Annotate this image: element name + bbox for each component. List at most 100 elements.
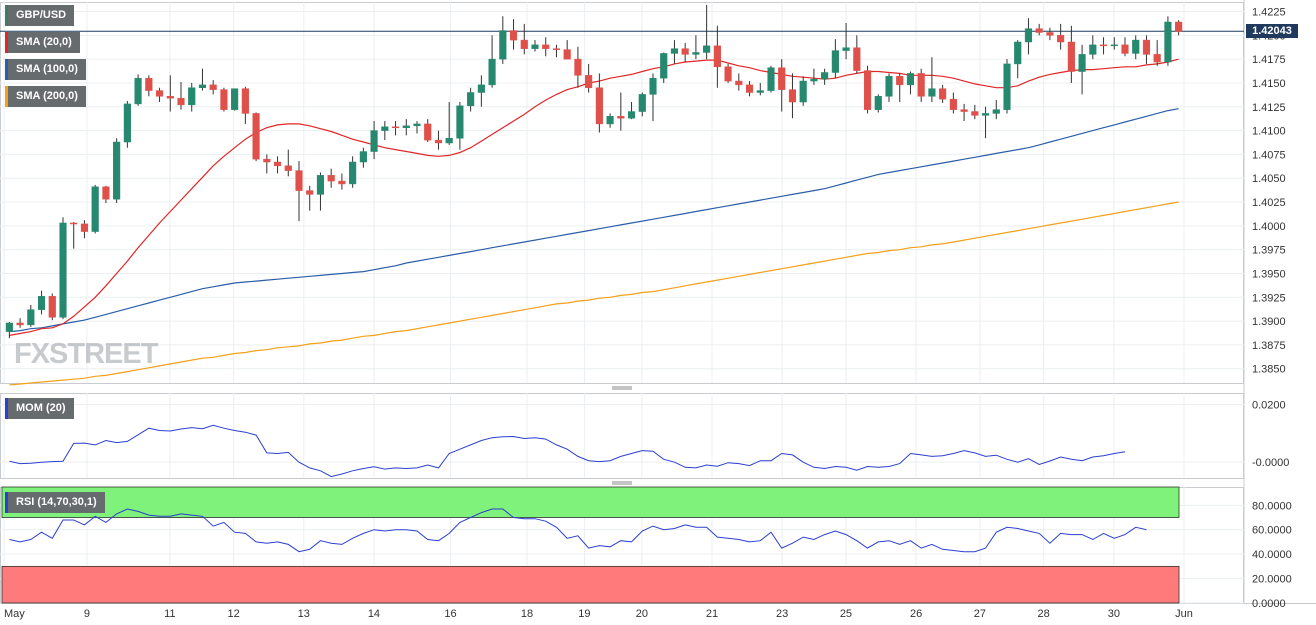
price-tick-label: 1.3900 [1252, 316, 1286, 328]
candles [5, 4, 1183, 339]
candle-body [713, 45, 721, 68]
candle-body [177, 97, 185, 106]
candle-body [692, 52, 700, 55]
price-tick-label: 1.4100 [1252, 126, 1286, 138]
candle-body [928, 88, 936, 97]
rsi-overbought-zone [1, 486, 1180, 518]
candle-body [1046, 32, 1054, 36]
candle-body [434, 139, 443, 144]
price-tick-label: 1.3950 [1252, 268, 1286, 280]
candle-body [552, 48, 561, 50]
candle-body [681, 48, 689, 55]
candle-body [799, 80, 807, 103]
axes: 1.3850 1.3875 1.3900 1.3925 1.3950 1.3975 1.40… [4, 7, 1292, 620]
candle-body [477, 84, 485, 93]
candle-body [359, 151, 367, 163]
candle-body [649, 77, 657, 95]
candle-body [338, 180, 346, 185]
candle-body [16, 322, 24, 326]
price-tick-label: 1.4225 [1252, 7, 1286, 19]
candle-body [585, 75, 593, 88]
candle-body [917, 73, 925, 97]
candle-body [134, 77, 142, 105]
candle-body [971, 111, 979, 116]
candle-body [885, 76, 893, 97]
price-tick-label: 1.4075 [1252, 149, 1286, 161]
mom-label[interactable]: MOM (20) [5, 398, 74, 419]
candle-body [231, 88, 239, 110]
candle-body [906, 73, 915, 86]
candle-body [1110, 44, 1118, 47]
rsi-zones [1, 486, 1180, 604]
last-price-tag: 1.42043 [1246, 24, 1298, 38]
candle-body [381, 126, 389, 131]
candle-body [1099, 44, 1108, 47]
candle-body [91, 186, 99, 232]
rsi-label[interactable]: RSI (14,70,30,1) [5, 492, 105, 513]
candle-body [531, 44, 539, 49]
candle-body [509, 30, 518, 41]
candle-body [37, 296, 46, 310]
candle-body [1024, 28, 1033, 43]
candle-body [939, 88, 947, 100]
candle-body [617, 116, 625, 119]
x-tick-label: 12 [227, 608, 239, 620]
sma20-label[interactable]: SMA (20,0) [5, 32, 80, 53]
price-tick-label: 1.3875 [1252, 340, 1286, 352]
candle-body [284, 165, 292, 171]
price-tick-label: 1.4175 [1252, 54, 1286, 66]
candle-body [252, 113, 260, 160]
candle-body [627, 111, 636, 119]
sma100-label[interactable]: SMA (100,0) [5, 59, 86, 80]
candle-body [1014, 41, 1022, 65]
candle-body [520, 39, 528, 49]
price-tick-label: 1.3925 [1252, 292, 1286, 304]
candle-body [542, 44, 550, 49]
rsi-oversold-zone [1, 565, 1180, 604]
candle-body [155, 90, 164, 97]
candle-body [445, 137, 453, 144]
candle-body [1132, 39, 1140, 54]
x-tick-label: 23 [776, 608, 788, 620]
x-tick-label: 14 [368, 608, 380, 620]
candle-body [80, 223, 89, 232]
symbol-label[interactable]: GBP/USD [5, 5, 75, 26]
candle-body [724, 66, 732, 82]
candle-body [413, 123, 421, 127]
candle-body [59, 222, 67, 318]
candle-body [595, 87, 603, 125]
candle-body [273, 161, 282, 167]
candle-body [863, 70, 872, 110]
x-tick-label: 13 [298, 608, 310, 620]
chart-frame [0, 0, 1316, 604]
x-tick-label: May [4, 608, 25, 620]
candle-body [456, 105, 464, 139]
candle-body [821, 72, 829, 80]
x-tick-label: 19 [578, 608, 590, 620]
candle-body [27, 309, 35, 326]
candle-body [788, 89, 797, 103]
x-tick-label: 11 [164, 608, 175, 620]
fxstreet-watermark: FXSTREET [14, 338, 159, 370]
x-tick-label: 16 [444, 608, 456, 620]
candle-body [960, 109, 968, 112]
panel-frame-2 [0, 393, 1244, 479]
candle-body [981, 113, 990, 116]
candle-body [756, 90, 764, 93]
candle-body [1164, 21, 1172, 63]
candle-body [670, 48, 679, 54]
candle-body [842, 47, 850, 51]
price-tick-label: 1.4000 [1252, 221, 1286, 233]
sma200-label[interactable]: SMA (200,0) [5, 86, 86, 107]
candle-body [778, 67, 786, 90]
price-tick-label: 1.4025 [1252, 197, 1286, 209]
candle-body [1089, 44, 1097, 55]
candle-body [113, 141, 121, 200]
candle-body [316, 175, 325, 195]
candle-body [263, 158, 271, 163]
candle-body [1057, 35, 1065, 43]
candle-body [1175, 21, 1183, 32]
sma200-line [9, 201, 1179, 386]
candle-body [166, 96, 174, 99]
